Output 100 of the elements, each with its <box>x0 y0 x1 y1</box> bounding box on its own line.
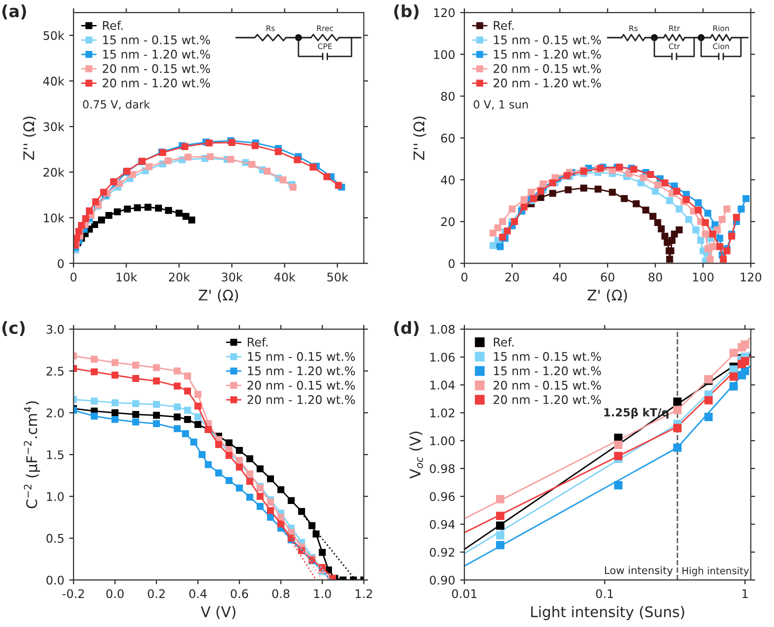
point <box>630 166 638 173</box>
point <box>256 492 264 500</box>
x-tick-label: 30k <box>222 272 243 282</box>
point <box>508 206 516 212</box>
point <box>98 216 105 224</box>
point <box>290 184 297 191</box>
point <box>661 232 668 240</box>
y-tick-label: 10k <box>44 213 64 222</box>
point <box>174 382 181 390</box>
y-tick-label: 0 <box>58 259 64 268</box>
legend-label: 15 nm - 1.20 wt.% <box>103 50 210 59</box>
point <box>204 461 212 468</box>
point <box>194 413 202 420</box>
point <box>608 188 616 196</box>
y-tick-label: 3.0 <box>46 324 64 334</box>
point <box>520 196 528 204</box>
point <box>236 456 243 464</box>
point <box>716 243 724 250</box>
legend-label: 20 nm - 0.15 wt.% <box>102 64 210 74</box>
point <box>709 243 716 250</box>
point <box>174 425 181 432</box>
y-tick-label: 20k <box>44 168 64 177</box>
annotation: Low intensity <box>605 566 673 576</box>
x-tick-label: 1 <box>742 589 748 598</box>
point <box>152 364 160 372</box>
point <box>152 400 160 408</box>
x-tick-label: 10k <box>116 272 138 282</box>
point <box>511 218 518 226</box>
point <box>100 188 108 196</box>
legend-label: Ref. <box>248 337 268 347</box>
point <box>90 368 98 376</box>
point <box>720 256 727 263</box>
point <box>267 475 274 482</box>
point <box>540 180 547 188</box>
legend-label: 20 nm - 0.15 wt.% <box>494 380 601 390</box>
point <box>718 216 726 223</box>
point <box>215 469 222 476</box>
y-tick-label: 40k <box>43 76 64 86</box>
point <box>165 206 172 214</box>
point <box>194 421 202 428</box>
x-tick-label: 120 <box>740 272 762 282</box>
point <box>188 216 196 224</box>
point <box>697 236 704 244</box>
x-tick-label: 0.1 <box>596 589 613 598</box>
point <box>310 164 317 171</box>
point <box>164 157 172 164</box>
legend-label: Ref. <box>494 20 514 30</box>
annotation: High intensity <box>682 566 749 576</box>
x-tick-label: 0.2 <box>148 589 165 598</box>
chart-title: (d) <box>394 321 419 336</box>
point <box>549 190 556 197</box>
point <box>616 164 623 171</box>
y-tick-label: 120 <box>434 8 455 18</box>
legend-label: 20 nm - 1.20 wt.% <box>494 78 601 88</box>
x-tick-label: 60 <box>600 272 614 282</box>
x-tick-label: 0.8 <box>272 589 290 598</box>
point <box>114 208 121 216</box>
point <box>227 156 234 163</box>
x-tick-label: 0.4 <box>189 589 207 598</box>
point <box>742 195 750 202</box>
point <box>236 446 243 454</box>
point <box>264 168 271 175</box>
y-tick-label: 1.06 <box>430 352 455 362</box>
chart-title: (a) <box>2 4 26 20</box>
point <box>738 206 745 212</box>
point <box>132 362 140 369</box>
legend-label: 20 nm - 1.20 wt.% <box>494 395 601 404</box>
point <box>267 498 274 506</box>
point <box>182 212 190 220</box>
point <box>174 368 181 374</box>
y-tick-label: 40 <box>440 175 455 184</box>
legend-label: 15 nm - 0.15 wt.% <box>494 35 601 44</box>
point <box>155 204 162 212</box>
point <box>226 439 232 446</box>
x-tick-label: 100 <box>693 272 714 282</box>
point <box>144 204 152 211</box>
annotation: 0 V, 1 sun <box>474 100 528 110</box>
point <box>490 230 497 237</box>
point <box>494 224 502 232</box>
point <box>112 399 118 406</box>
point <box>90 412 98 420</box>
point <box>499 218 506 226</box>
point <box>620 195 628 202</box>
point <box>92 198 100 206</box>
point <box>252 142 259 150</box>
point <box>661 179 668 186</box>
point <box>642 206 650 214</box>
point <box>564 172 570 180</box>
y-axis-title: Z'' (Ω) <box>22 116 36 160</box>
point <box>152 378 160 384</box>
legend-label: 15 nm - 0.15 wt.% <box>103 35 210 44</box>
point <box>194 402 202 410</box>
point <box>294 156 301 164</box>
point <box>132 375 140 382</box>
x-tick-label: 1.2 <box>356 589 372 598</box>
point <box>146 163 152 170</box>
point <box>112 359 118 366</box>
point <box>90 398 98 405</box>
point <box>530 195 538 202</box>
point <box>132 400 140 408</box>
